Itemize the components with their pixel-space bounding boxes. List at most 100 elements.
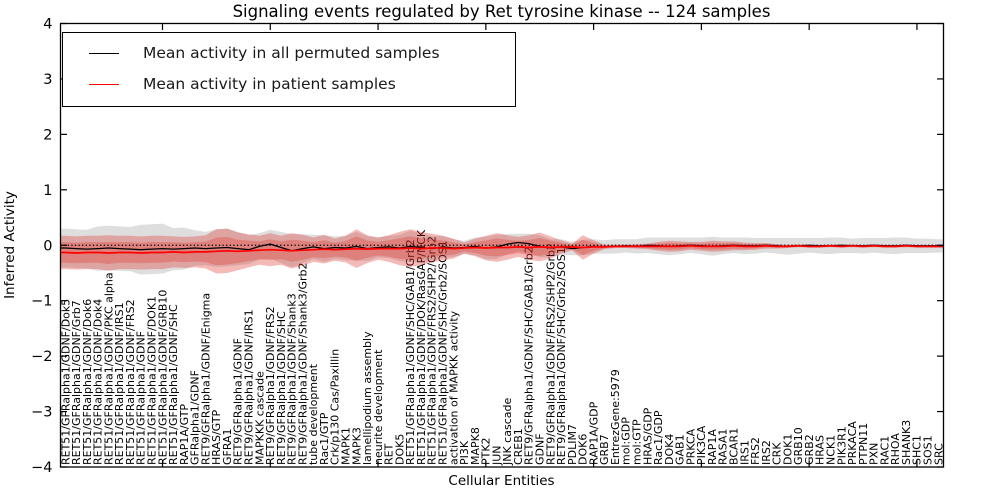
x-tick-label: DOK1: [781, 434, 794, 465]
x-tick-label: RET9/GFRalpha1/GDNF: [232, 338, 245, 465]
x-tick-label: RET51/GFRalpha1/GDNF/IRS1: [113, 302, 126, 465]
x-tick-label: RET9/GFRalpha1/GDNF/Enigma: [199, 293, 212, 465]
x-tick-label: activation of MAPKK activity: [447, 310, 460, 465]
x-tick-label: GRB2: [803, 434, 816, 465]
x-tick-label: RET9/GFRalpha1/GDNF/FRS2/SHP2/Grb2: [544, 243, 557, 465]
y-tick-label: 4: [43, 17, 52, 33]
x-tick-label: RASA1: [717, 429, 730, 465]
x-tick-label: PTK2: [480, 437, 493, 465]
patient-band-inner: [60, 236, 944, 266]
y-tick-label: 1: [43, 183, 52, 199]
legend-item-permuted: Mean activity in all permuted samples: [77, 42, 515, 64]
x-tick-label: IRS2: [760, 440, 773, 465]
x-tick-label: RET51/GFRalpha1/GDNF/Dok4: [92, 299, 105, 465]
legend: Mean activity in all permuted samples Me…: [62, 32, 516, 107]
patient-mean-line: [60, 244, 944, 254]
x-tick-label: PRKACA: [846, 421, 859, 465]
x-tick-label: RET9/GFRalpha1/GDNF/Shank3/Grb2: [296, 263, 309, 466]
x-tick-label: MAPK8: [469, 427, 482, 465]
x-tick-label: Rac1/GTP: [318, 412, 331, 465]
x-tick-label: tube development: [307, 363, 320, 465]
x-tick-label: RAP1A/GTP: [178, 404, 191, 465]
x-tick-label: MAPK3: [350, 427, 363, 465]
x-tick-label: RET51/GFRalpha1/GDNF/Grb7: [70, 300, 83, 465]
x-tick-label: PRKCA: [684, 428, 697, 465]
x-tick-label: RET9/GFRalpha1/GDNF/FRS2: [264, 306, 277, 465]
x-tick-label: FRS2: [749, 437, 762, 465]
patient-band-outer: [60, 228, 944, 274]
x-tick-label: HRAS: [814, 435, 827, 465]
y-axis-label: Inferred Activity: [2, 191, 18, 299]
x-tick-label: RET51/GFRalpha1/GDNF: [135, 331, 148, 465]
chart-title: Signaling events regulated by Ret tyrosi…: [232, 2, 771, 21]
legend-item-patient: Mean activity in patient samples: [77, 73, 515, 95]
legend-label-permuted: Mean activity in all permuted samples: [143, 44, 440, 62]
x-tick-label: MAPK1: [340, 427, 353, 465]
x-tick-label: RET: [383, 443, 396, 465]
x-tick-label: RET9/GFRalpha1/GDNF/SHC/GAB1/Grb2: [523, 246, 536, 465]
x-tick-label: GDNF: [534, 433, 547, 465]
x-tick-label: RET51/GFRalpha1/GDNF/PKC alpha: [102, 272, 115, 465]
x-tick-label: RET51/GFRalpha1/GDNF/FRS2/SHP2/Grb2: [426, 236, 439, 465]
x-tick-label: PXN: [868, 443, 881, 465]
x-tick-label: RET51/GFRalpha1/GDNF/DOK1: [146, 296, 159, 465]
y-tick-label: 2: [43, 127, 52, 143]
x-tick-label: Crk/p130 Cas/Paxillin: [329, 349, 342, 465]
x-tick-label: RET51/GFRalpha1/GDNF/SHC/Grb2/SOS1: [437, 240, 450, 465]
x-tick-label: Rac1/GDP: [652, 410, 665, 465]
x-tick-label: HRAS/GDP: [641, 407, 654, 465]
x-tick-label: mol:GDP: [620, 417, 633, 465]
patient-line-swatch: [89, 83, 119, 85]
x-tick-label: RHOA: [889, 433, 902, 465]
x-tick-label: DOK5: [393, 434, 406, 465]
x-tick-label: neurite development: [372, 349, 385, 465]
x-tick-label: PIK3CA: [695, 425, 708, 465]
x-tick-label: RET9/GFRalpha1/GDNF/SHC/Grb2/SOS1: [555, 247, 568, 465]
x-tick-label: DOK6: [577, 434, 590, 465]
y-tick-label: −4: [31, 460, 52, 476]
x-tick-label: NCK1: [825, 435, 838, 465]
x-tick-label: SHC1: [911, 435, 924, 465]
x-tick-label: RAP1A: [706, 429, 719, 465]
x-tick-label: DOK4: [663, 434, 676, 465]
x-tick-label: IRS1: [738, 440, 751, 465]
y-tick-label: −2: [31, 349, 52, 365]
permuted-line-swatch: [89, 52, 119, 54]
x-tick-label: GRB7: [598, 434, 611, 465]
x-tick-label: MAPKKK cascade: [253, 371, 266, 465]
x-tick-label: mol:GTP: [631, 419, 644, 465]
x-tick-label: RET51/GFRalpha1/GDNF/DOK/RasGAP/NCK: [415, 229, 428, 465]
x-tick-label: PIK3R1: [835, 426, 848, 465]
x-tick-label: RET51/GFRalpha1/GDNF/GRB10: [156, 290, 169, 465]
y-tick-label: 3: [43, 72, 52, 88]
x-tick-label: CREB1: [512, 428, 525, 465]
x-tick-label: PTPN11: [857, 423, 870, 465]
x-tick-label: EntrezGene:5979: [609, 369, 622, 465]
x-tick-label: RET51/GFRalpha1/GDNF/SHC/GAB1/Grb2: [404, 239, 417, 465]
y-tick-label: −1: [31, 294, 52, 310]
x-tick-label: RAC1: [878, 436, 891, 465]
x-tick-label: GFRA1: [221, 428, 234, 465]
x-tick-label: JUN: [490, 445, 503, 466]
x-tick-label: RET51/GFRalpha1/GDNF/Dok5: [59, 299, 72, 465]
x-tick-label: SRC: [932, 443, 945, 465]
x-tick-label: RET51/GFRalpha1/GDNF/SHC: [167, 304, 180, 465]
x-tick-label: CRK: [771, 442, 784, 465]
y-tick-label: −3: [31, 405, 52, 421]
permuted-band: [60, 223, 944, 275]
x-tick-label: SHANK3: [900, 420, 913, 465]
x-tick-label: GAB1: [674, 434, 687, 465]
x-tick-label: RET51/GFRalpha1/GDNF/FRS2: [124, 299, 137, 465]
x-tick-label: RET51/GFRalpha1/GDNF/Dok6: [81, 299, 94, 465]
x-tick-label: RAP1A/GDP: [587, 401, 600, 465]
x-tick-label: SOS1: [922, 435, 935, 465]
x-tick-label: JNK cascade: [501, 398, 514, 466]
x-tick-label: lamellipodium assembly: [361, 331, 374, 465]
x-tick-label: PDLIM7: [566, 424, 579, 465]
x-tick-label: HRAS/GTP: [210, 409, 223, 465]
x-tick-label: RET9/GFRalpha1/GDNF/SHC: [275, 311, 288, 465]
legend-label-patient: Mean activity in patient samples: [143, 75, 396, 93]
x-tick-label: BCAR1: [728, 428, 741, 465]
